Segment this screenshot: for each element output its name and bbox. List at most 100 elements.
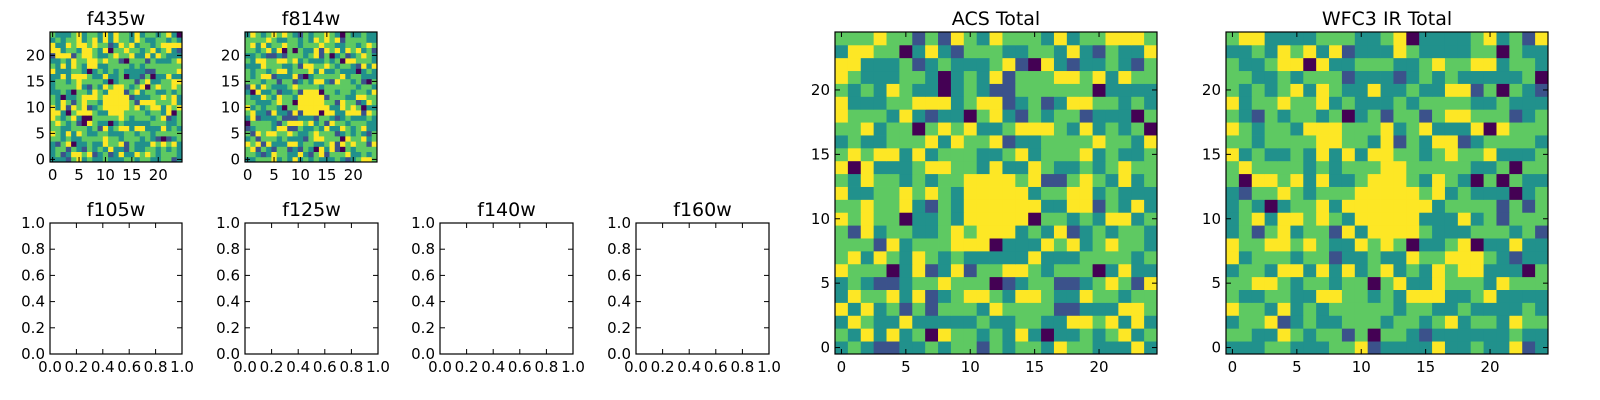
heatmap-cell xyxy=(313,125,320,132)
heatmap-cell xyxy=(1092,147,1106,162)
heatmap-cell xyxy=(1432,328,1446,342)
heatmap-cell xyxy=(361,32,367,38)
heatmap-cell xyxy=(81,136,88,142)
heatmap-cell xyxy=(912,70,926,84)
heatmap-cell xyxy=(1341,96,1356,110)
heatmap-cell xyxy=(899,289,913,303)
heatmap-cell xyxy=(71,32,77,38)
heatmap-cell xyxy=(963,302,978,316)
heatmap-cell xyxy=(50,63,56,69)
heatmap-cell xyxy=(1457,238,1472,252)
heatmap-cell xyxy=(160,37,167,43)
heatmap-cell xyxy=(308,58,315,64)
heatmap-cell xyxy=(1028,109,1042,123)
heatmap-cell xyxy=(899,315,913,329)
heatmap-cell xyxy=(1380,96,1394,110)
heatmap-cell xyxy=(260,52,267,59)
heatmap-cell xyxy=(847,44,862,59)
heatmap-cell xyxy=(1393,32,1407,46)
heatmap-cell xyxy=(963,122,978,136)
heatmap-cell xyxy=(76,78,83,85)
heatmap-cell xyxy=(350,47,357,54)
heatmap-cell xyxy=(1105,238,1119,252)
heatmap-cell xyxy=(350,63,357,69)
heatmap-cell xyxy=(835,328,849,342)
heatmap-cell xyxy=(1419,315,1433,329)
heatmap-cell xyxy=(1144,32,1158,46)
x-tick-label: 0 xyxy=(48,166,58,184)
heatmap-cell xyxy=(1380,276,1394,290)
heatmap-cell xyxy=(886,186,900,200)
heatmap-cell xyxy=(276,151,283,158)
heatmap-cell xyxy=(97,73,104,80)
heatmap-cell xyxy=(847,276,862,290)
heatmap-cell xyxy=(1535,173,1549,187)
heatmap-cell xyxy=(129,151,135,158)
heatmap-cell xyxy=(139,125,146,132)
heatmap-cell xyxy=(873,276,887,290)
heatmap-cell xyxy=(950,289,965,303)
heatmap-cell xyxy=(1264,70,1278,84)
heatmap-cell xyxy=(366,78,373,85)
heatmap-cell xyxy=(1015,173,1029,187)
heatmap-cell xyxy=(271,120,278,126)
heatmap-cell xyxy=(1303,160,1317,175)
heatmap-cell xyxy=(134,136,141,142)
heatmap-cell xyxy=(281,58,288,64)
heatmap-cell xyxy=(976,276,990,290)
heatmap-cell xyxy=(313,120,320,126)
heatmap-cell xyxy=(345,130,351,137)
heatmap-cell xyxy=(334,104,341,111)
heatmap-cell xyxy=(1002,276,1016,290)
heatmap-cell xyxy=(1251,83,1266,97)
heatmap-cell xyxy=(1066,302,1081,316)
heatmap-cell xyxy=(1509,315,1523,329)
heatmap-cell xyxy=(1131,109,1145,123)
heatmap-cell xyxy=(1290,122,1304,136)
heatmap-cell xyxy=(266,151,272,158)
heatmap-cell xyxy=(255,68,262,74)
heatmap-cell xyxy=(345,110,351,116)
heatmap-cell xyxy=(287,156,293,163)
heatmap-cell xyxy=(255,32,262,38)
heatmap-cell xyxy=(86,151,93,158)
heatmap-cell xyxy=(963,341,978,355)
heatmap-cell xyxy=(1028,225,1042,239)
heatmap-cell xyxy=(925,83,939,97)
heatmap-cell xyxy=(245,94,251,100)
heatmap-cell xyxy=(166,78,172,85)
heatmap-cell xyxy=(1496,186,1510,200)
heatmap-cell xyxy=(166,68,172,74)
heatmap-cell xyxy=(166,89,172,95)
heatmap-cell xyxy=(1028,263,1042,278)
heatmap-cell xyxy=(123,78,130,85)
heatmap-cell xyxy=(1041,328,1055,342)
heatmap-cell xyxy=(1341,263,1356,278)
heatmap-cell xyxy=(1393,122,1407,136)
heatmap-cell xyxy=(1105,70,1119,84)
heatmap-cell xyxy=(1264,44,1278,59)
heatmap-cell xyxy=(86,94,93,100)
heatmap-cell xyxy=(976,238,990,252)
heatmap-cell xyxy=(50,58,56,64)
heatmap-cell xyxy=(925,328,939,342)
heatmap-cell xyxy=(318,89,325,95)
heatmap-cell xyxy=(1509,341,1523,355)
heatmap-cell xyxy=(873,238,887,252)
heatmap-cell xyxy=(113,151,120,158)
heatmap-cell xyxy=(1419,32,1433,46)
heatmap-cell xyxy=(1226,32,1240,46)
heatmap-cell xyxy=(345,68,351,74)
heatmap-cell xyxy=(1002,160,1016,175)
heatmap-cell xyxy=(1470,302,1484,316)
heatmap-cell xyxy=(160,52,167,59)
heatmap-cell xyxy=(1341,70,1356,84)
heatmap-cell xyxy=(303,130,309,137)
heatmap-cell xyxy=(1092,302,1106,316)
heatmap-cell xyxy=(1406,341,1420,355)
heatmap-cell xyxy=(1316,212,1330,226)
heatmap-cell xyxy=(1470,160,1484,175)
y-tick-label: 0.0 xyxy=(607,345,631,363)
heatmap-cell xyxy=(92,58,98,64)
heatmap-cell xyxy=(176,94,183,100)
